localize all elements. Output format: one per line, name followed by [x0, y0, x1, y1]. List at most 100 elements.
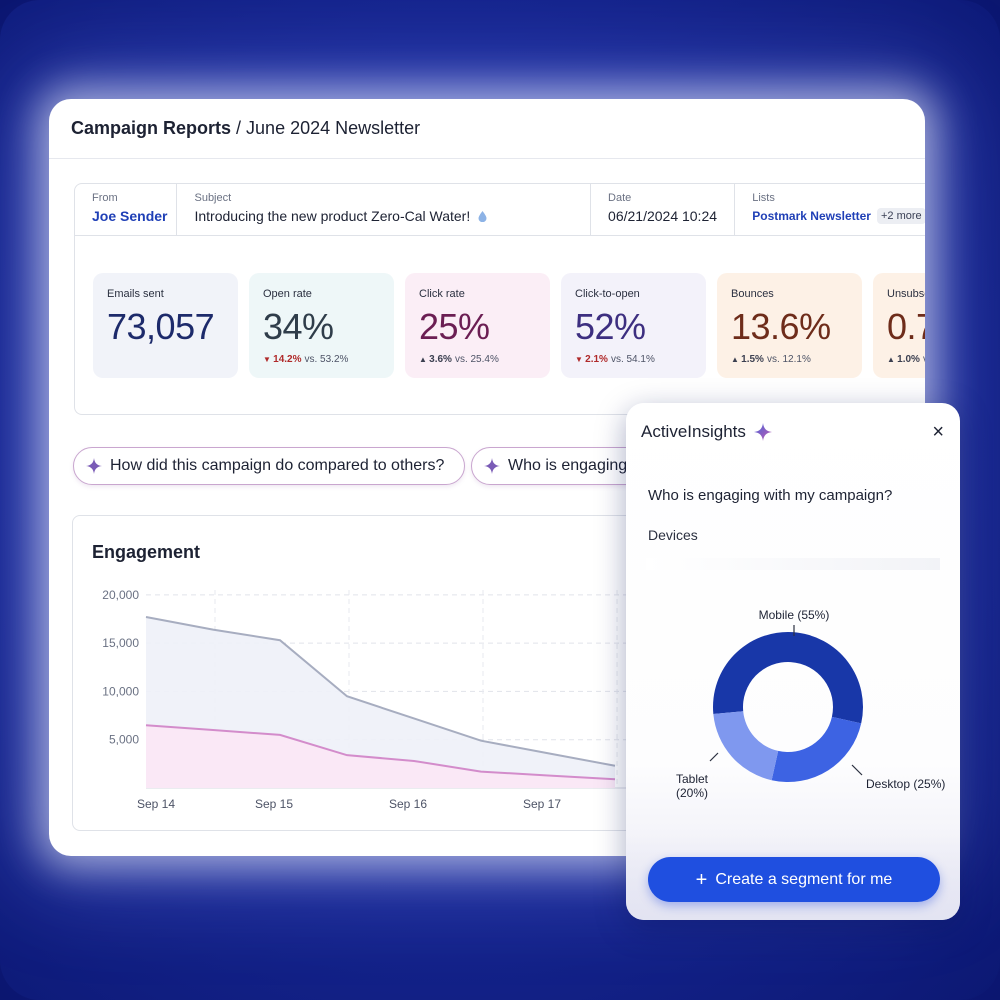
- metric-card[interactable]: Open rate 34% ▼ 14.2% vs. 53.2%: [249, 273, 394, 378]
- close-icon[interactable]: ×: [932, 421, 944, 443]
- metrics-row: Emails sent 73,057 Open rate 34% ▼ 14.2% vs. …: [75, 236, 925, 378]
- chip-label: How did this campaign do compared to oth…: [110, 457, 445, 474]
- metric-baseline: vs. 12.1%: [766, 354, 811, 365]
- metric-baseline: vs. 25.4%: [454, 354, 499, 365]
- metric-label: Click-to-open: [575, 288, 640, 300]
- triangle-up-icon: ▲: [419, 355, 430, 364]
- series-area: [146, 725, 615, 788]
- date-value: 06/21/2024 10:24: [608, 208, 718, 224]
- metric-comparison: ▼ 14.2% vs. 53.2%: [263, 354, 394, 365]
- desktop-label: Desktop (25%): [866, 777, 945, 791]
- from-cell: From Joe Sender: [75, 184, 178, 235]
- sparkle-icon: [86, 458, 102, 474]
- x-tick-label: Sep 14: [137, 797, 175, 811]
- metric-value: 25%: [419, 306, 490, 347]
- metric-delta: 1.0%: [897, 354, 920, 365]
- metric-baseline: vs.: [923, 354, 925, 365]
- triangle-up-icon: ▲: [731, 355, 742, 364]
- metric-label: Bounces: [731, 288, 774, 300]
- breadcrumb-campaign-reports[interactable]: Campaign Reports: [71, 118, 232, 138]
- breadcrumb: Campaign Reports / June 2024 Newsletter: [49, 99, 925, 159]
- metric-comparison: ▲ 3.6% vs. 25.4%: [419, 354, 550, 365]
- leader-line: [851, 764, 863, 776]
- campaign-details-row: From Joe Sender Subject Introducing the …: [75, 184, 925, 236]
- engagement-panel: Engagement 20,000 15,000 10,000 5,000 Sep 14…: [72, 515, 925, 831]
- series-line: [145, 724, 616, 781]
- triangle-down-icon: ▼: [575, 355, 586, 364]
- subject-text: Introducing the new product Zero-Cal Wat…: [194, 208, 471, 224]
- sparkle-icon: [753, 423, 772, 441]
- lists-label: Lists: [752, 192, 775, 204]
- series-line: [145, 616, 616, 767]
- triangle-up-icon: ▲: [887, 355, 898, 364]
- campaign-info-panel: From Joe Sender Subject Introducing the …: [74, 183, 925, 415]
- lists-more-badge[interactable]: +2 more: [876, 208, 925, 224]
- donut-slice-tablet: [713, 711, 779, 781]
- active-insights-panel: ActiveInsights × Who is engaging with my…: [626, 403, 960, 920]
- suggestion-chip-compare[interactable]: How did this campaign do compared to oth…: [73, 447, 465, 485]
- insights-header: ActiveInsights: [641, 422, 772, 442]
- metric-card[interactable]: Bounces 13.6% ▲ 1.5% vs. 12.1%: [717, 273, 862, 378]
- metric-card[interactable]: Emails sent 73,057: [93, 273, 238, 378]
- metric-label: Open rate: [263, 288, 312, 300]
- date-label: Date: [608, 192, 632, 204]
- page-title: June 2024 Newsletter: [246, 118, 421, 138]
- triangle-down-icon: ▼: [263, 355, 274, 364]
- sparkle-icon: [484, 458, 500, 474]
- devices-donut-chart: Mobile (55%) Desktop (25%) Tablet(20%): [676, 608, 945, 800]
- tablet-label: Tablet: [676, 772, 709, 786]
- metric-baseline: vs. 53.2%: [304, 354, 349, 365]
- metric-label: Emails sent: [107, 288, 164, 300]
- from-label: From: [92, 192, 118, 204]
- metric-value: 13.6%: [731, 306, 831, 347]
- water-drop-icon: [478, 211, 487, 223]
- mobile-label: Mobile (55%): [759, 608, 830, 622]
- leader-line: [709, 752, 719, 762]
- donut-slice-mobile: [713, 631, 863, 724]
- metric-label: Unsubsc: [887, 288, 925, 300]
- metric-comparison: ▼ 2.1% vs. 54.1%: [575, 354, 706, 365]
- y-tick-label: 20,000: [102, 588, 139, 602]
- metric-label: Click rate: [419, 288, 465, 300]
- from-value[interactable]: Joe Sender: [92, 208, 168, 224]
- x-tick-label: Sep 15: [255, 797, 293, 811]
- metric-card[interactable]: Click rate 25% ▲ 3.6% vs. 25.4%: [405, 273, 550, 378]
- chip-label: Who is engaging: [508, 457, 628, 474]
- lists-value: Postmark Newsletter +2 more: [752, 208, 925, 224]
- breadcrumb-separator: /: [236, 118, 242, 138]
- loading-bar: [646, 558, 940, 570]
- metric-delta: 2.1%: [585, 354, 608, 365]
- metric-value: 73,057: [107, 306, 215, 347]
- list-link[interactable]: Postmark Newsletter: [752, 209, 871, 223]
- create-segment-button[interactable]: + Create a segment for me: [648, 857, 940, 902]
- lists-cell: Lists Postmark Newsletter +2 more: [735, 184, 925, 235]
- metric-card[interactable]: Unsubsc 0.7 ▲ 1.0%vs.: [873, 273, 925, 378]
- donut-slice-desktop: [771, 716, 862, 782]
- x-tick-label: Sep 16: [389, 797, 427, 811]
- y-tick-label: 15,000: [102, 636, 139, 650]
- metric-card[interactable]: Click-to-open 52% ▼ 2.1% vs. 54.1%: [561, 273, 706, 378]
- y-tick-label: 10,000: [102, 684, 139, 698]
- devices-label: Devices: [648, 527, 698, 543]
- metric-delta: 14.2%: [273, 354, 302, 365]
- tablet-percent-label: (20%): [676, 786, 708, 800]
- metric-comparison: ▲ 1.5% vs. 12.1%: [731, 354, 862, 365]
- y-tick-label: 5,000: [109, 733, 139, 747]
- metric-baseline: vs. 54.1%: [610, 354, 655, 365]
- insights-question: Who is engaging with my campaign?: [648, 487, 893, 504]
- metric-value: 0.7: [887, 306, 925, 347]
- metric-delta: 3.6%: [429, 354, 452, 365]
- engagement-title: Engagement: [92, 542, 201, 562]
- metric-delta: 1.5%: [741, 354, 764, 365]
- insights-title: ActiveInsights: [641, 422, 746, 441]
- metric-comparison: ▲ 1.0%vs.: [887, 354, 925, 365]
- create-segment-label: Create a segment for me: [715, 870, 893, 888]
- subject-value: Introducing the new product Zero-Cal Wat…: [194, 208, 590, 224]
- metric-value: 34%: [263, 306, 334, 347]
- subject-cell: Subject Introducing the new product Zero…: [177, 184, 592, 235]
- plus-icon: +: [695, 868, 708, 891]
- subject-label: Subject: [194, 192, 232, 204]
- metric-value: 52%: [575, 306, 646, 347]
- date-cell: Date 06/21/2024 10:24: [591, 184, 736, 235]
- x-tick-label: Sep 17: [523, 797, 561, 811]
